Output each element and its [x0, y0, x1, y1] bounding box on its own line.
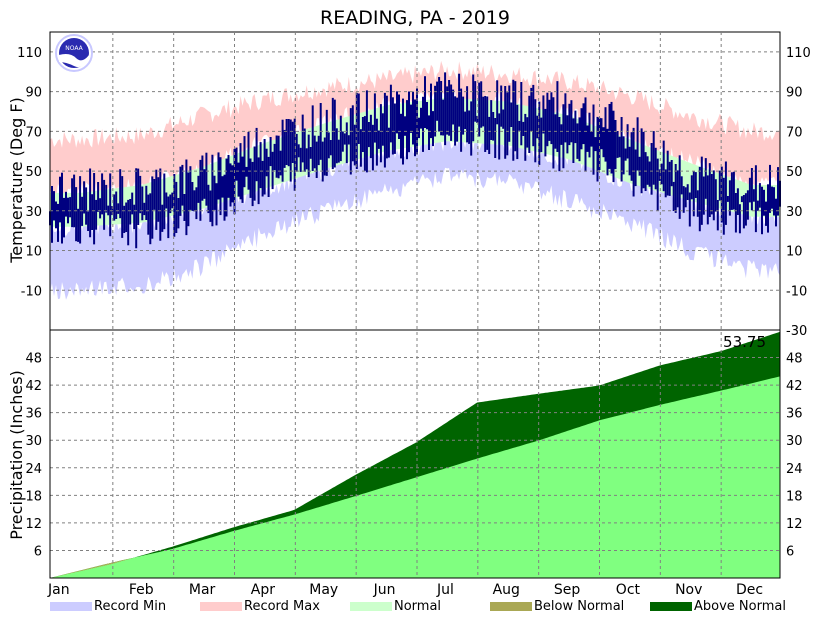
precipitation-tick-label-left: 42 [25, 379, 42, 394]
precipitation-tick-label-right: 30 [786, 434, 803, 449]
total-precipitation-label: 53.75 [723, 333, 766, 351]
precipitation-tick-label-right: 6 [786, 544, 794, 559]
temperature-axis-label: Temperature (Deg F) [7, 97, 26, 264]
noaa-logo: NOAA [55, 34, 93, 72]
month-label: Dec [736, 582, 763, 598]
precipitation-tick-label-left: 12 [25, 517, 42, 532]
month-label: Oct [616, 582, 641, 598]
precipitation-axis-label: Precipitation (Inches) [7, 370, 26, 540]
legend-label: Record Min [94, 599, 166, 614]
legend-swatch [350, 602, 392, 611]
temperature-tick-label-left: -10 [21, 284, 42, 299]
month-label: Mar [189, 582, 216, 598]
month-label: Jul [436, 582, 454, 598]
observed-temperature-bars [49, 72, 781, 249]
precipitation-frame [49, 329, 781, 579]
month-label: Jan [47, 582, 70, 598]
temperature-tick-label-left: 110 [17, 46, 42, 61]
temperature-tick-label-right: 70 [786, 125, 803, 140]
legend-swatch [490, 602, 532, 611]
temperature-tick-label-left: 70 [25, 125, 42, 140]
temperature-tick-label-left: 90 [25, 86, 42, 101]
legend-label: Below Normal [534, 599, 624, 614]
precipitation-tick-label-left: 30 [25, 434, 42, 449]
temperature-tick-label-left: 10 [25, 245, 42, 260]
precipitation-tick-label-left: 24 [25, 462, 42, 477]
precipitation-tick-label-right: 42 [786, 379, 803, 394]
precipitation-tick-label-right: 12 [786, 517, 803, 532]
precipitation-panel: 6 6 12 12 18 18 24 24 30 30 36 36 42 42 48 48 53.75 [25, 329, 803, 579]
precipitation-tick-label-right: 36 [786, 407, 803, 422]
temperature-tick-label-right: 30 [786, 205, 803, 220]
temperature-tick-label-right: -10 [786, 284, 807, 299]
precipitation-tick-label-left: 18 [25, 489, 42, 504]
temperature-tick-label-left: 30 [25, 205, 42, 220]
legend-swatch [50, 602, 92, 611]
precipitation-tick-label-right: 24 [786, 462, 803, 477]
legend-label: Normal [394, 599, 441, 614]
month-label: Aug [493, 582, 520, 598]
legend-label: Record Max [244, 599, 320, 614]
month-label: Feb [129, 582, 154, 598]
temperature-panel: -10 -10 10 10 30 30 50 50 70 70 90 90 110 110 -30 [17, 31, 811, 339]
legend: Record Min Record Max Normal Below Normal Ab… [50, 599, 786, 614]
precipitation-tick-label-left: 48 [25, 352, 42, 367]
temperature-tick-label-right: 90 [786, 86, 803, 101]
month-label: Jun [373, 582, 396, 598]
month-label: May [309, 582, 338, 598]
temperature-tick-label-right: 110 [786, 46, 811, 61]
precipitation-tick-label-right: 48 [786, 352, 803, 367]
record-max-band [50, 60, 780, 202]
normal-precipitation-area [50, 376, 780, 578]
legend-swatch [650, 602, 692, 611]
month-label: Sep [554, 582, 581, 598]
temperature-tick-label-right: 10 [786, 245, 803, 260]
month-label: Apr [251, 582, 275, 598]
noaa-logo-text: NOAA [65, 45, 83, 52]
temperature-tick-label-right: 50 [786, 165, 803, 180]
precipitation-tick-label-left: 6 [34, 544, 42, 559]
temperature-tick-label-right: -30 [786, 324, 807, 339]
precipitation-tick-label-right: 18 [786, 489, 803, 504]
temperature-tick-label-left: 50 [25, 165, 42, 180]
chart-title: READING, PA - 2019 [320, 7, 510, 29]
legend-swatch [200, 602, 242, 611]
legend-label: Above Normal [694, 599, 786, 614]
month-label: Nov [675, 582, 702, 598]
precipitation-tick-label-left: 36 [25, 407, 42, 422]
month-axis: Jan Feb Mar Apr May Jun Jul Aug Sep Oct Nov Dec [47, 32, 763, 598]
